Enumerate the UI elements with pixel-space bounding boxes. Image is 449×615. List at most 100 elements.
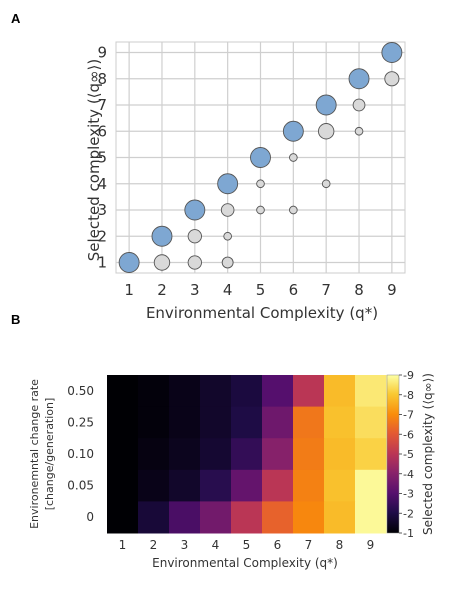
scatter-y-axis-label: Selected complexity (⟨q∞⟩) (85, 59, 103, 261)
heatmap-cell (107, 406, 139, 439)
selected-point (315, 94, 337, 116)
heatmap-y-ticks: 0.50 0.25 0.10 0.05 0 (67, 384, 94, 524)
heatmap-cell (169, 406, 201, 439)
heatmap-cell (107, 501, 139, 534)
other-point (220, 203, 235, 217)
other-point (289, 153, 298, 162)
heatmap-y-axis-label-line2: [change/generation] (43, 398, 56, 511)
selected-point (151, 225, 173, 247)
y-tick-label: 8 (97, 70, 107, 88)
scatter-x-axis-label: Environmental Complexity (q*) (146, 304, 378, 322)
x-tick-label: 2 (157, 281, 167, 299)
other-point (256, 205, 265, 215)
other-point (352, 98, 366, 112)
x-tick-label: 4 (223, 281, 233, 299)
heatmap-x-tick-label: 8 (336, 538, 344, 552)
colorbar-tick-label: -2 (403, 507, 414, 520)
y-tick-label: 4 (97, 175, 107, 193)
heatmap-cell (138, 438, 170, 471)
heatmap-x-tick-label: 3 (181, 538, 189, 552)
heatmap-cell (169, 438, 201, 471)
other-point (321, 179, 331, 189)
heatmap-cell (355, 501, 387, 534)
heatmap-cell (355, 469, 387, 502)
heatmap-cell (293, 375, 325, 408)
heatmap-cell (107, 375, 139, 408)
heatmap-y-tick-label: 0.50 (67, 384, 94, 398)
heatmap-cell (169, 501, 201, 534)
heatmap-x-tick-label: 9 (367, 538, 375, 552)
y-tick-label: 2 (97, 227, 107, 245)
selected-point (282, 120, 304, 142)
heatmap-cell (169, 375, 201, 408)
y-tick-label: 3 (97, 201, 107, 219)
heatmap-cell (200, 406, 232, 439)
heatmap-x-tick-label: 5 (243, 538, 251, 552)
panel-label-a: A (11, 11, 21, 26)
selected-point (250, 147, 271, 168)
heatmap-cell (293, 501, 325, 534)
heatmap-cell (324, 501, 356, 534)
heatmap-cell (231, 501, 263, 534)
other-point (289, 205, 298, 215)
colorbar-ticks: -1 -2 -3 -4 -5 -6 -7 -8 -9 (399, 369, 414, 540)
heatmap-cell (293, 438, 325, 471)
heatmap-cell (262, 438, 294, 471)
selected-point (348, 68, 370, 90)
heatmap-x-axis-label: Environmental Complexity (q*) (152, 556, 338, 570)
colorbar-tick-label: -3 (403, 488, 414, 501)
heatmap-cell (107, 469, 139, 502)
heatmap-cell (138, 501, 170, 534)
other-point (317, 123, 335, 140)
colorbar-tick-label: -4 (403, 468, 414, 481)
selected-point (118, 252, 140, 273)
heatmap-x-tick-label: 7 (305, 538, 313, 552)
heatmap-y-tick-label: 0.10 (67, 447, 94, 461)
heatmap-cell (324, 375, 356, 408)
heatmap-cell (231, 406, 263, 439)
heatmap-cell (138, 406, 170, 439)
scatter-y-ticks: 1 2 3 4 5 6 7 8 9 (97, 44, 107, 272)
heatmap-cell (324, 438, 356, 471)
heatmap-cell (355, 375, 387, 408)
colorbar-tick-label: -6 (403, 428, 414, 441)
other-point (354, 126, 364, 136)
heatmap-cell (324, 469, 356, 502)
heatmap-cell (200, 469, 232, 502)
x-tick-label: 8 (354, 281, 364, 299)
heatmap-cell (324, 406, 356, 439)
heatmap-x-tick-label: 4 (212, 538, 220, 552)
x-tick-label: 5 (256, 281, 266, 299)
heatmap-cell (262, 375, 294, 408)
other-point (187, 229, 202, 244)
selected-point (381, 42, 403, 63)
heatmap-cell (262, 501, 294, 534)
heatmap-x-ticks: 1 2 3 4 5 6 7 8 9 (119, 538, 375, 552)
heatmap-x-tick-label: 6 (274, 538, 282, 552)
heatmap-y-tick-label: 0 (86, 510, 94, 524)
colorbar-tick-label: -1 (403, 527, 414, 540)
selected-point (184, 199, 206, 221)
heatmap-cell (262, 469, 294, 502)
heatmap-cell (231, 375, 263, 408)
colorbar-tick-label: -9 (403, 369, 414, 382)
heatmap-x-tick-label: 1 (119, 538, 127, 552)
panel-label-b: B (11, 312, 20, 327)
heatmap-x-tick-label: 2 (150, 538, 158, 552)
colorbar (386, 374, 400, 534)
other-point (221, 256, 234, 269)
x-tick-label: 7 (321, 281, 331, 299)
other-point (256, 179, 265, 189)
x-tick-label: 3 (190, 281, 200, 299)
heatmap-cell (231, 469, 263, 502)
heatmap-y-tick-label: 0.25 (67, 415, 94, 429)
x-tick-label: 6 (289, 281, 299, 299)
other-point (223, 231, 232, 241)
y-tick-label: 6 (97, 122, 107, 140)
heatmap-cell (293, 469, 325, 502)
x-tick-label: 9 (387, 281, 397, 299)
heatmap-cell (262, 406, 294, 439)
scatter-points (118, 42, 403, 273)
other-point (187, 255, 202, 270)
